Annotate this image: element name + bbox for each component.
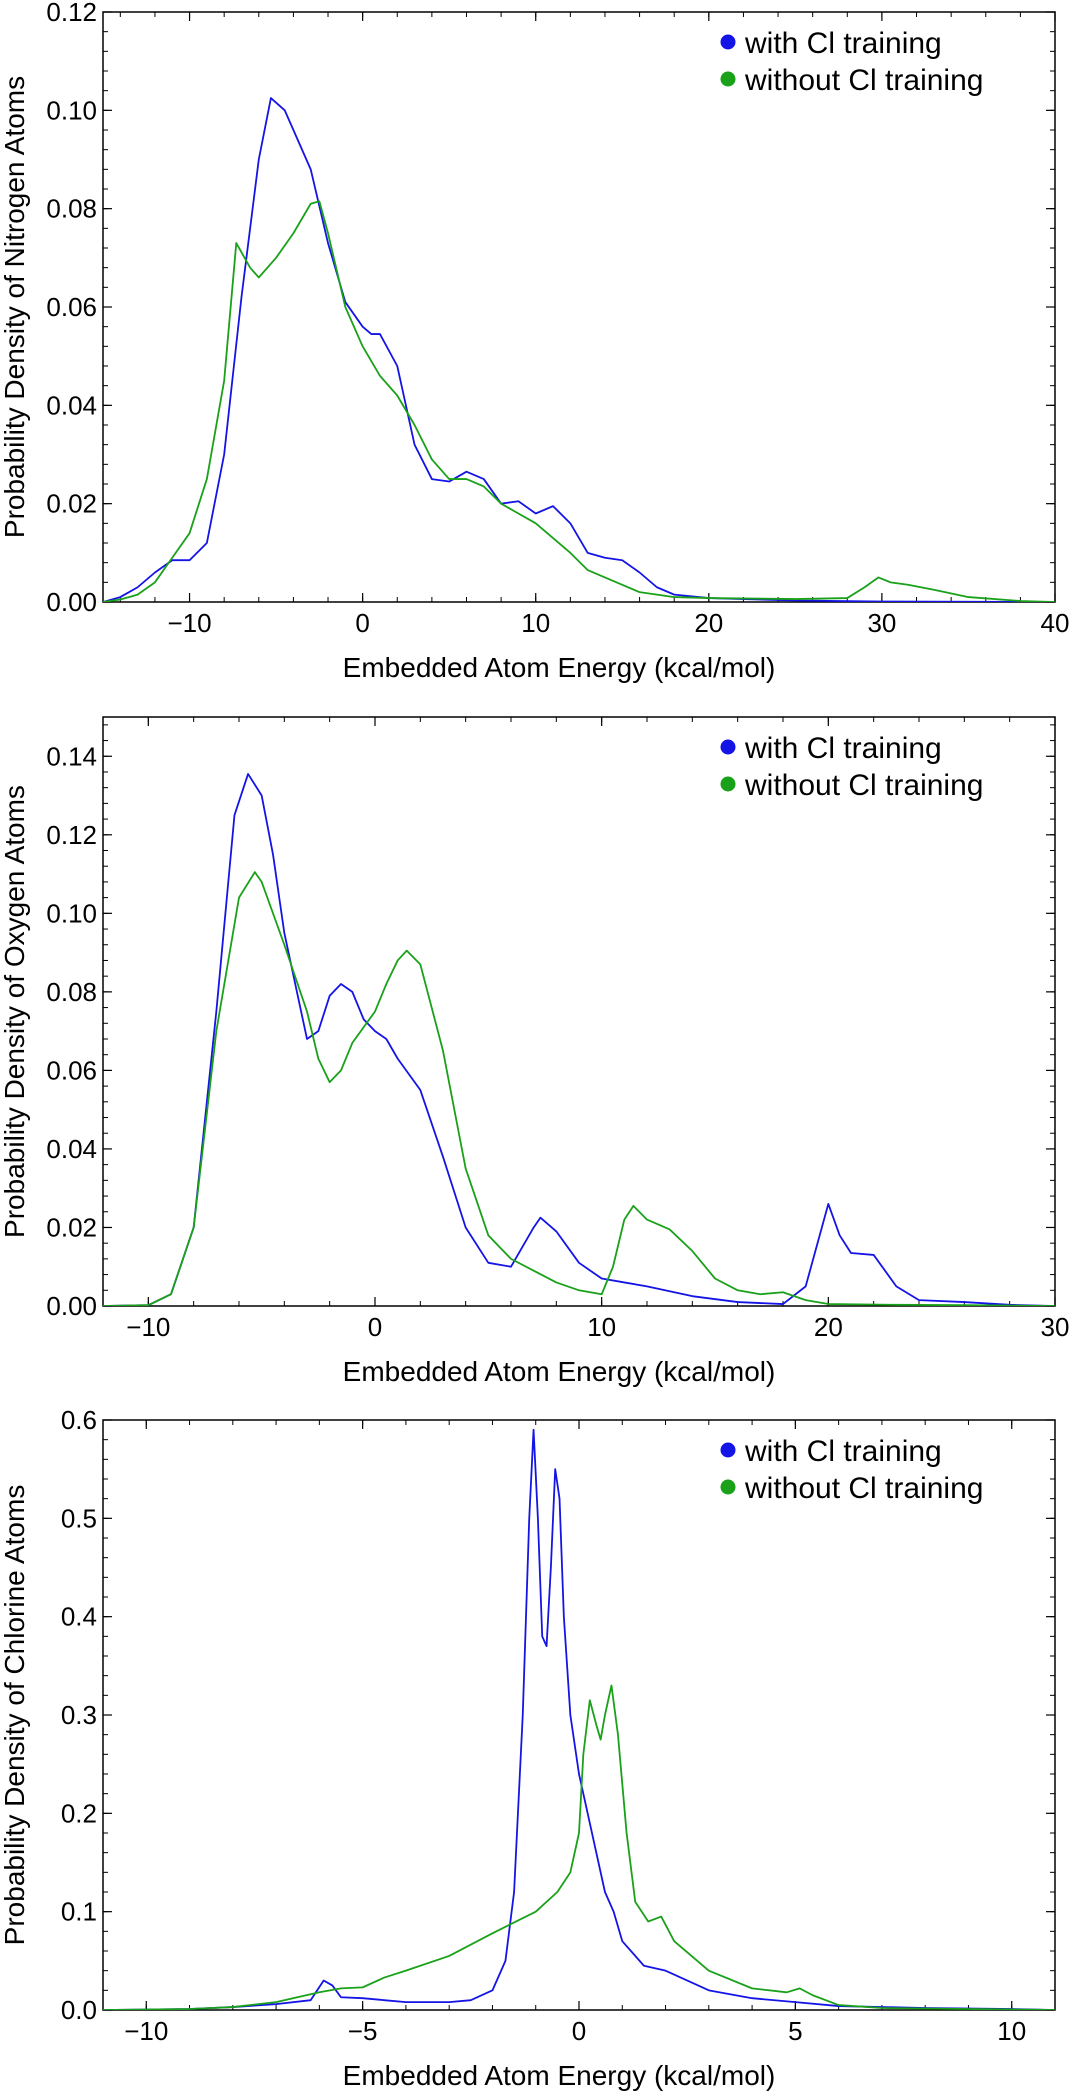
y-tick-label: 0.12: [46, 820, 97, 850]
legend-label-2: without Cl training: [744, 769, 983, 802]
chart-panel-1: −10 0 10 20 30 40 0.00 0.02 0.04 0.06 0.08 0.10 0.12…: [0, 0, 1069, 683]
series-line-1: [103, 1428, 1055, 2010]
x-axis-title: Embedded Atom Energy (kcal/mol): [343, 2060, 776, 2091]
x-tick-label: 0: [355, 608, 369, 638]
legend-marker-1: [720, 34, 736, 50]
y-tick-label: 0.02: [46, 1212, 97, 1242]
legend-marker-2: [720, 776, 736, 792]
plot-frame: [102, 1419, 1056, 2011]
x-axis-title: Embedded Atom Energy (kcal/mol): [343, 652, 776, 683]
x-tick-label: 10: [521, 608, 550, 638]
legend-label-2: without Cl training: [744, 1472, 983, 1505]
x-tick-label: 0: [368, 1312, 382, 1342]
series-line-2: [103, 1684, 1055, 2010]
x-tick-label: 20: [694, 608, 723, 638]
y-tick-label: 0.00: [46, 587, 97, 617]
y-tick-label: 0.1: [61, 1897, 97, 1927]
x-tick-label: −10: [124, 2016, 168, 2046]
chart-panel-2: −10 0 10 20 30 0.00 0.02 0.04 0.06 0.08 0.10 0.12 0.…: [0, 716, 1070, 1387]
y-tick-label: 0.04: [46, 390, 97, 420]
x-tick-label: 30: [1041, 1312, 1070, 1342]
y-tick-label: 0.04: [46, 1134, 97, 1164]
y-axis-title: Probability Density of Nitrogen Atoms: [0, 76, 30, 538]
y-tick-label: 0.14: [46, 741, 97, 771]
y-tick-label: 0.10: [46, 898, 97, 928]
legend-label-1: with Cl training: [744, 1435, 942, 1468]
y-tick-label: 0.08: [46, 194, 97, 224]
y-tick-label: 0.08: [46, 977, 97, 1007]
y-tick-label: 0.02: [46, 489, 97, 519]
legend-marker-1: [720, 1442, 736, 1458]
legend-label-1: with Cl training: [744, 27, 942, 60]
x-tick-label: 20: [814, 1312, 843, 1342]
series-line-2: [103, 200, 1055, 602]
y-tick-label: 0.12: [46, 0, 97, 27]
x-tick-label: −5: [348, 2016, 378, 2046]
legend-marker-2: [720, 71, 736, 87]
x-tick-label: −10: [167, 608, 211, 638]
x-tick-label: 10: [997, 2016, 1026, 2046]
x-tick-label: −10: [126, 1312, 170, 1342]
y-tick-label: 0.5: [61, 1503, 97, 1533]
x-tick-label: 5: [788, 2016, 802, 2046]
series-line-1: [103, 97, 1055, 602]
x-tick-label: 10: [587, 1312, 616, 1342]
legend-label-1: with Cl training: [744, 732, 942, 765]
series-line-2: [103, 871, 1055, 1306]
y-tick-label: 0.10: [46, 95, 97, 125]
y-tick-label: 0.3: [61, 1700, 97, 1730]
y-tick-label: 0.2: [61, 1798, 97, 1828]
y-tick-label: 0.0: [61, 1995, 97, 2025]
x-tick-label: 30: [867, 608, 896, 638]
x-axis-title: Embedded Atom Energy (kcal/mol): [343, 1356, 776, 1387]
y-tick-label: 0.06: [46, 292, 97, 322]
y-tick-label: 0.06: [46, 1055, 97, 1085]
y-tick-label: 0.4: [61, 1602, 97, 1632]
chart-panel-3: −10 −5 0 5 10 0.0 0.1 0.2 0.3 0.4 0.5 0.6 Embedded A…: [0, 1405, 1056, 2091]
plot-frame: [102, 11, 1056, 603]
x-tick-label: 0: [572, 2016, 586, 2046]
series-line-1: [103, 773, 1055, 1306]
plot-frame: [102, 716, 1056, 1307]
legend-marker-1: [720, 739, 736, 755]
y-tick-label: 0.00: [46, 1291, 97, 1321]
y-axis-title: Probability Density of Oxygen Atoms: [0, 785, 30, 1238]
y-tick-label: 0.6: [61, 1405, 97, 1435]
y-axis-title: Probability Density of Chlorine Atoms: [0, 1485, 30, 1946]
legend-marker-2: [720, 1479, 736, 1495]
legend-label-2: without Cl training: [744, 64, 983, 97]
x-tick-label: 40: [1041, 608, 1070, 638]
